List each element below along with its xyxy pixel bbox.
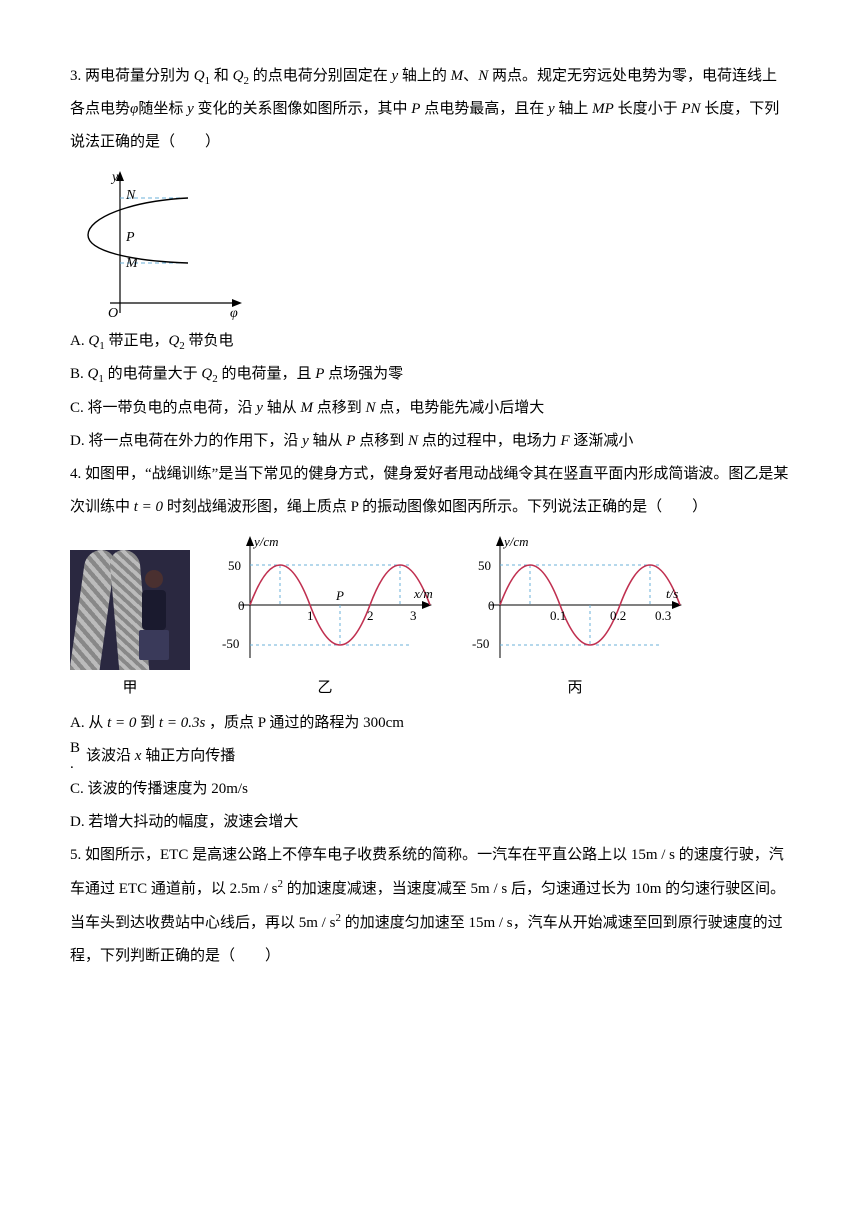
q3-option-a: A. Q1 带正电，Q2 带负电: [70, 325, 790, 358]
q4-option-d: D. 若增大抖动的幅度，波速会增大: [70, 806, 790, 839]
q3-graph: N P M y φ O: [70, 163, 250, 323]
svg-text:0.3: 0.3: [655, 608, 671, 623]
label-P: P: [335, 588, 344, 603]
q4-option-c: C. 该波的传播速度为 20m/s: [70, 773, 790, 806]
svg-text:0.1: 0.1: [550, 608, 566, 623]
question-3: 3. 两电荷量分别为 Q1 和 Q2 的点电荷分别固定在 y 轴上的 M、N 两…: [70, 60, 790, 159]
svg-text:φ: φ: [230, 306, 238, 321]
svg-text:-50: -50: [222, 636, 239, 651]
svg-text:O: O: [108, 306, 118, 321]
q4-option-b: B. 该波沿 x 轴正方向传播: [70, 740, 790, 773]
q3-options: A. Q1 带正电，Q2 带负电 B. Q1 的电荷量大于 Q2 的电荷量，且 …: [70, 325, 790, 457]
q4-stem: 4. 如图甲，“战绳训练”是当下常见的健身方式，健身爱好者甩动战绳令其在竖直平面…: [70, 466, 788, 515]
question-4: 4. 如图甲，“战绳训练”是当下常见的健身方式，健身爱好者甩动战绳令其在竖直平面…: [70, 458, 790, 524]
svg-text:1: 1: [307, 608, 314, 623]
svg-text:0.2: 0.2: [610, 608, 626, 623]
svg-text:50: 50: [478, 558, 491, 573]
q3-option-d: D. 将一点电荷在外力的作用下，沿 y 轴从 P 点移到 N 点的过程中，电场力…: [70, 425, 790, 458]
chart-bing: y/cm 50 0 -50 0.1 0.2 0.3 t/s: [460, 530, 690, 670]
caption-bing: 丙: [567, 672, 582, 705]
question-5: 5. 如图所示，ETC 是高速公路上不停车电子收费系统的简称。一汽车在平直公路上…: [70, 839, 790, 973]
q3-stem: 3. 两电荷量分别为 Q1 和 Q2 的点电荷分别固定在 y 轴上的 M、N 两…: [70, 68, 779, 150]
label-N: N: [125, 188, 136, 203]
photo-jia: [70, 550, 190, 670]
label-P: P: [125, 230, 135, 245]
svg-text:0: 0: [488, 598, 495, 613]
svg-text:t/s: t/s: [666, 586, 678, 601]
caption-jia: 甲: [122, 672, 137, 705]
q3-option-b: B. Q1 的电荷量大于 Q2 的电荷量，且 P 点场强为零: [70, 358, 790, 391]
q4-option-a: A. 从 t = 0 到 t = 0.3s ，质点 P 通过的路程为 300cm: [70, 707, 790, 740]
svg-text:-50: -50: [472, 636, 489, 651]
label-M: M: [125, 256, 139, 271]
q5-stem: 5. 如图所示，ETC 是高速公路上不停车电子收费系统的简称。一汽车在平直公路上…: [70, 847, 785, 964]
svg-text:0: 0: [238, 598, 245, 613]
svg-text:2: 2: [367, 608, 374, 623]
svg-text:50: 50: [228, 558, 241, 573]
svg-text:y/cm: y/cm: [502, 534, 529, 549]
q3-option-c: C. 将一带负电的点电荷，沿 y 轴从 M 点移到 N 点，电势能先减小后增大: [70, 392, 790, 425]
q4-options: A. 从 t = 0 到 t = 0.3s ，质点 P 通过的路程为 300cm…: [70, 707, 790, 839]
svg-text:3: 3: [410, 608, 417, 623]
svg-text:y/cm: y/cm: [252, 534, 279, 549]
svg-text:y: y: [110, 170, 119, 185]
svg-text:x/m: x/m: [413, 586, 433, 601]
q4-figures: 甲 y/cm 50 0 -50 1 2 3 P x/m 乙: [70, 530, 790, 705]
caption-yi: 乙: [317, 672, 332, 705]
chart-yi: y/cm 50 0 -50 1 2 3 P x/m: [210, 530, 440, 670]
